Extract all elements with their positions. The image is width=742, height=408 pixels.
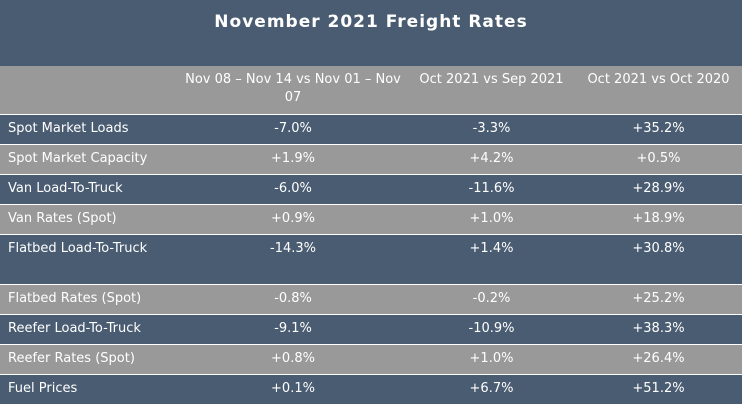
monthly-change: +1.0% <box>408 204 575 235</box>
weekly-change: -9.1% <box>178 314 408 345</box>
column-header-weekly: Nov 08 – Nov 14 vs Nov 01 – Nov 07 <box>178 66 408 115</box>
freight-rates-table: Nov 08 – Nov 14 vs Nov 01 – Nov 07 Oct 2… <box>0 66 742 405</box>
table-row: Flatbed Rates (Spot) -0.8% -0.2% +25.2% <box>0 284 742 315</box>
table-row: Flatbed Load-To-Truck -14.3% +1.4% +30.8… <box>0 234 742 285</box>
column-header-metric <box>0 66 178 115</box>
title-bar: November 2021 Freight Rates <box>0 0 742 66</box>
table-row: Spot Market Capacity +1.9% +4.2% +0.5% <box>0 144 742 175</box>
weekly-change: +0.9% <box>178 204 408 235</box>
table-row: Reefer Load-To-Truck -9.1% -10.9% +38.3% <box>0 314 742 345</box>
weekly-change: -7.0% <box>178 114 408 145</box>
table-title: November 2021 Freight Rates <box>214 12 528 32</box>
yearly-change: +51.2% <box>575 374 742 405</box>
row-label: Flatbed Load-To-Truck <box>0 234 178 285</box>
weekly-change: -0.8% <box>178 284 408 315</box>
table-row: Van Load-To-Truck -6.0% -11.6% +28.9% <box>0 174 742 205</box>
row-label: Fuel Prices <box>0 374 178 405</box>
weekly-change: -14.3% <box>178 234 408 285</box>
yearly-change: +35.2% <box>575 114 742 145</box>
row-label: Spot Market Capacity <box>0 144 178 175</box>
row-label: Reefer Load-To-Truck <box>0 314 178 345</box>
yearly-change: +38.3% <box>575 314 742 345</box>
monthly-change: +1.4% <box>408 234 575 285</box>
weekly-change: -6.0% <box>178 174 408 205</box>
weekly-change: +0.1% <box>178 374 408 405</box>
row-label: Spot Market Loads <box>0 114 178 145</box>
monthly-change: -11.6% <box>408 174 575 205</box>
table-row: Van Rates (Spot) +0.9% +1.0% +18.9% <box>0 204 742 235</box>
weekly-change: +1.9% <box>178 144 408 175</box>
header-row: Nov 08 – Nov 14 vs Nov 01 – Nov 07 Oct 2… <box>0 66 742 115</box>
yearly-change: +30.8% <box>575 234 742 285</box>
row-label: Flatbed Rates (Spot) <box>0 284 178 315</box>
row-label: Reefer Rates (Spot) <box>0 344 178 375</box>
row-label: Van Rates (Spot) <box>0 204 178 235</box>
yearly-change: +0.5% <box>575 144 742 175</box>
yearly-change: +26.4% <box>575 344 742 375</box>
monthly-change: +1.0% <box>408 344 575 375</box>
monthly-change: -3.3% <box>408 114 575 145</box>
table-row: Spot Market Loads -7.0% -3.3% +35.2% <box>0 114 742 145</box>
yearly-change: +28.9% <box>575 174 742 205</box>
table-row: Fuel Prices +0.1% +6.7% +51.2% <box>0 374 742 405</box>
table-row: Reefer Rates (Spot) +0.8% +1.0% +26.4% <box>0 344 742 375</box>
row-label: Van Load-To-Truck <box>0 174 178 205</box>
monthly-change: -0.2% <box>408 284 575 315</box>
weekly-change: +0.8% <box>178 344 408 375</box>
monthly-change: +4.2% <box>408 144 575 175</box>
yearly-change: +18.9% <box>575 204 742 235</box>
yearly-change: +25.2% <box>575 284 742 315</box>
monthly-change: -10.9% <box>408 314 575 345</box>
column-header-monthly: Oct 2021 vs Sep 2021 <box>408 66 575 115</box>
column-header-yearly: Oct 2021 vs Oct 2020 <box>575 66 742 115</box>
monthly-change: +6.7% <box>408 374 575 405</box>
